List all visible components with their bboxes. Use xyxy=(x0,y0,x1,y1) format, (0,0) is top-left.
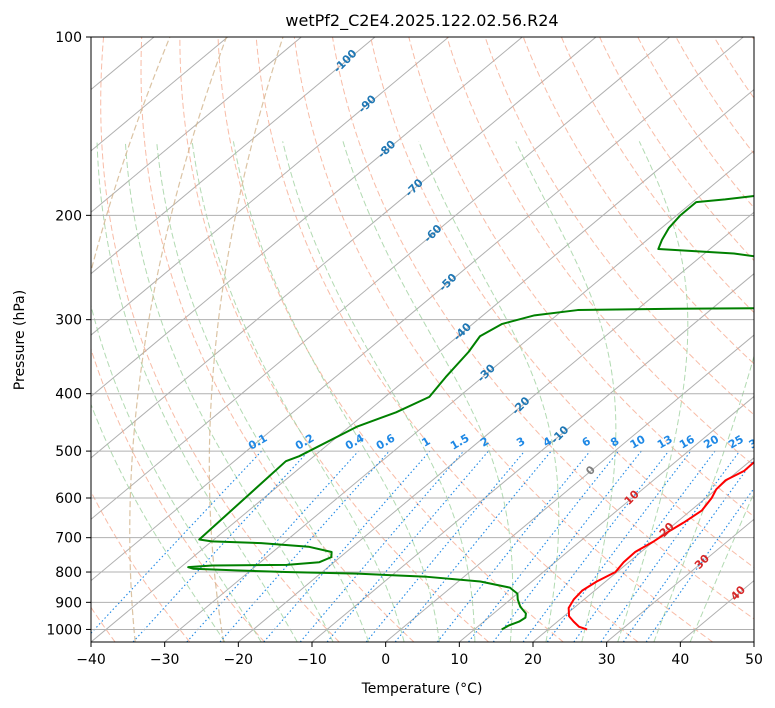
y-tick-label: 200 xyxy=(55,208,82,224)
temperature-line xyxy=(567,460,754,631)
mixing-ratio-line xyxy=(468,450,620,642)
isotherm-line xyxy=(91,37,670,520)
mixing-ratio-label: 30 xyxy=(747,432,767,451)
x-tick-label: 0 xyxy=(381,652,390,668)
x-axis-label: Temperature (°C) xyxy=(361,681,483,697)
x-tick-label: 20 xyxy=(524,652,542,668)
reference-curve xyxy=(91,37,171,274)
x-tick-label: −40 xyxy=(76,652,106,668)
dry-adiabat-line xyxy=(293,37,714,642)
y-tick-label: 1000 xyxy=(46,622,82,638)
dry-adiabat-line xyxy=(332,37,754,620)
isotherm-line xyxy=(91,37,228,152)
mixing-ratio-line xyxy=(326,450,489,642)
y-tick-label: 700 xyxy=(55,531,82,547)
x-tick-label: 50 xyxy=(745,652,763,668)
mixing-ratio-line xyxy=(132,450,309,642)
y-tick-label: 900 xyxy=(55,595,82,611)
mixing-ratio-line xyxy=(394,450,552,642)
isotherm-line xyxy=(91,37,302,213)
sounding-profiles xyxy=(187,194,754,631)
isotherm-line xyxy=(385,334,754,642)
dry-adiabat-line xyxy=(91,347,265,642)
dry-adiabat-line xyxy=(751,37,754,41)
dry-adiabat-line xyxy=(560,37,754,314)
reference-curve xyxy=(129,37,228,642)
plot-frame xyxy=(90,36,755,643)
isotherm-line xyxy=(91,37,449,336)
y-tick-label: 100 xyxy=(55,30,82,46)
mixing-ratio-line xyxy=(436,450,591,642)
mixing-ratio-label: 36 xyxy=(767,432,775,451)
mixing-ratio-line xyxy=(492,450,642,642)
mixing-ratio-line xyxy=(365,450,526,642)
dry-adiabat-line xyxy=(370,37,754,569)
mixing-ratio-line xyxy=(219,450,390,642)
isotherm-line xyxy=(91,37,523,398)
x-tick-label: 40 xyxy=(671,652,689,668)
isotherm-line xyxy=(238,211,754,642)
dry-adiabat-line xyxy=(217,37,564,642)
isotherm-line xyxy=(753,641,754,642)
y-tick-label: 500 xyxy=(55,444,82,460)
mixing-ratio-line xyxy=(645,487,754,642)
y-axis-ticks: 100 200 300 400 500 600 700 800 900 1000 xyxy=(46,30,91,638)
isotherm-line xyxy=(91,37,744,582)
dry-adiabat-line xyxy=(100,37,340,642)
isotherm-line xyxy=(91,37,597,459)
isotherm-line xyxy=(311,273,754,642)
mixing-ratio-line xyxy=(622,458,754,642)
dry-adiabat-line xyxy=(140,37,415,642)
isotherm-line xyxy=(606,518,754,642)
y-tick-label: 600 xyxy=(55,491,82,507)
y-tick-label: 800 xyxy=(55,565,82,581)
mixing-ratio-line xyxy=(299,450,465,642)
chart-title: wetPf2_C2E4.2025.122.02.56.R24 xyxy=(285,11,558,31)
x-tick-label: −10 xyxy=(297,652,327,668)
dry-adiabat-line xyxy=(675,37,754,155)
x-tick-label: 10 xyxy=(450,652,468,668)
x-axis-ticks: −40 −30 −20 −10 0 10 20 30 40 50 xyxy=(76,642,763,668)
dry-adiabat-line xyxy=(446,37,754,467)
isotherm-line xyxy=(459,395,754,642)
x-tick-label: −20 xyxy=(224,652,254,668)
mixing-ratio-line xyxy=(600,450,741,642)
plot-background xyxy=(91,37,754,642)
mixing-ratio-lines xyxy=(91,450,754,642)
isotherm-line xyxy=(164,150,754,642)
dry-adiabat-line xyxy=(637,37,754,209)
dewpoint-line xyxy=(187,194,754,631)
dry-adiabat-line xyxy=(408,37,754,518)
x-tick-label: −30 xyxy=(150,652,180,668)
x-tick-label: 30 xyxy=(598,652,616,668)
y-tick-label: 300 xyxy=(55,313,82,329)
y-axis-label: Pressure (hPa) xyxy=(12,290,28,390)
dry-adiabat-line xyxy=(255,37,639,642)
mixing-ratio-line xyxy=(186,450,359,642)
dry-adiabat-line xyxy=(522,37,754,365)
isotherm-line xyxy=(0,37,7,642)
y-tick-label: 400 xyxy=(55,387,82,403)
